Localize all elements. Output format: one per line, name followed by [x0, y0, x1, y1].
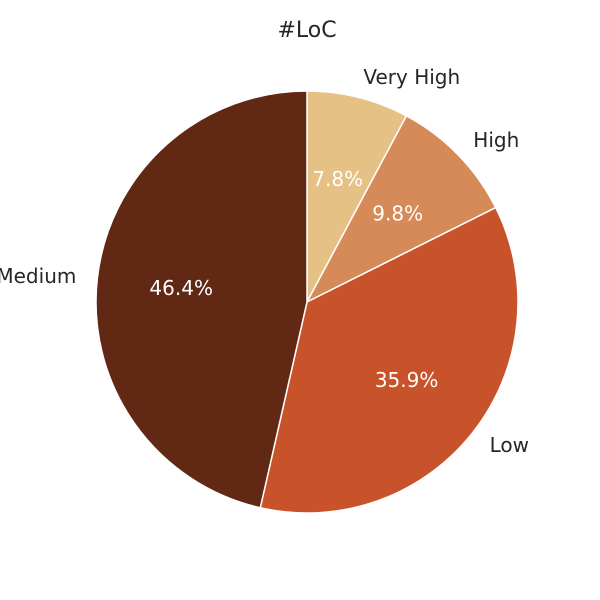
pie-slices	[95, 90, 519, 514]
pie-slice-very-high	[306, 90, 408, 303]
slice-label-very-high: Very High	[363, 65, 460, 89]
pie-labels: Very High 7.8% High 9.8% Low 35.9% Medium 46.4%	[0, 65, 529, 457]
pie-slice-high	[305, 114, 497, 304]
slice-label-high: High	[473, 128, 519, 152]
slice-label-medium: Medium	[0, 264, 76, 288]
slice-label-low: Low	[490, 433, 529, 457]
slice-percent-medium: 46.4%	[149, 276, 213, 300]
slice-percent-very-high: 7.8%	[312, 167, 363, 191]
chart-title: #LoC	[277, 18, 336, 43]
pie-slice-low	[259, 206, 519, 514]
slice-percent-low: 35.9%	[375, 368, 439, 392]
slice-percent-high: 9.8%	[372, 202, 423, 226]
pie-slice-medium	[95, 90, 308, 509]
